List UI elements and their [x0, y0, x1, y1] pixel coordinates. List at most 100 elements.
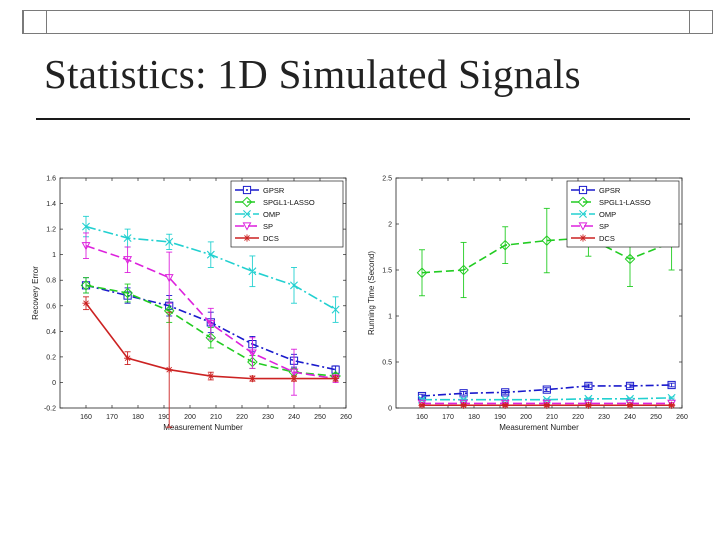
data-point [501, 401, 509, 409]
data-point [123, 256, 133, 265]
y-tick-label: 1 [388, 314, 392, 321]
top-right-square [688, 9, 713, 34]
data-point [248, 267, 257, 276]
y-axis-label: Recovery Error [31, 266, 40, 320]
legend-label: GPSR [599, 186, 621, 195]
data-point [81, 242, 91, 251]
title-underline [36, 118, 690, 120]
x-tick-label: 260 [676, 414, 688, 421]
legend-label: SP [263, 222, 273, 231]
recovery-error-chart-svg: 160 170 180 190 200 210 220 230 240 250 260 -0.2 0 0.… [31, 176, 352, 433]
data-point [205, 332, 217, 344]
legend-marker [242, 222, 252, 231]
series-dcs [82, 296, 340, 428]
legend-marker [241, 196, 253, 208]
y-tick-label: 0 [388, 406, 392, 413]
data-point [416, 267, 428, 279]
data-point [584, 394, 593, 403]
data-point [206, 250, 215, 259]
x-tick-label: 160 [80, 414, 92, 421]
series-dcs [418, 401, 676, 409]
data-point [624, 253, 636, 265]
data-point [207, 372, 215, 380]
legend-marker [243, 234, 251, 242]
x-tick-label: 250 [650, 414, 662, 421]
x-tick-label: 200 [184, 414, 196, 421]
y-tick-label: 1.6 [46, 176, 56, 183]
legend-marker [578, 222, 588, 231]
data-point [289, 368, 299, 377]
data-point [82, 299, 90, 307]
data-point [542, 385, 551, 394]
legend-marker [577, 196, 589, 208]
data-point [625, 381, 635, 391]
y-tick-label: 0.8 [46, 278, 56, 285]
legend-label: DCS [599, 234, 615, 243]
x-tick-label: 190 [158, 414, 170, 421]
top-decoration-bar [22, 9, 713, 34]
y-tick-label: 0.5 [382, 360, 392, 367]
y-tick-label: 0.2 [46, 354, 56, 361]
x-tick-label: 240 [624, 414, 636, 421]
data-point [290, 375, 298, 383]
data-point [290, 281, 298, 290]
data-point [165, 366, 173, 374]
data-point [626, 401, 634, 409]
y-axis-label: Running Time (Second) [367, 251, 376, 335]
x-tick-label: 220 [236, 414, 248, 421]
series-omp [82, 215, 340, 323]
x-tick-label: 180 [132, 414, 144, 421]
y-tick-label: 2.5 [382, 176, 392, 183]
running-time-chart-svg: 160 170 180 190 200 210 220 230 240 250 260 0 0.5 1 1.… [367, 176, 688, 433]
data-point [626, 394, 634, 403]
x-tick-label: 200 [520, 414, 532, 421]
data-point [418, 401, 426, 409]
y-tick-label: 1.4 [46, 201, 56, 208]
x-tick-label: 230 [598, 414, 610, 421]
x-tick-label: 260 [340, 414, 352, 421]
x-tick-label: 240 [288, 414, 300, 421]
legend: GPSR SPGL1-LASSO OMP SP DCS [566, 180, 680, 248]
data-point [584, 401, 592, 409]
x-tick-label: 230 [262, 414, 274, 421]
top-left-square [23, 9, 47, 34]
series-gpsr [417, 380, 676, 401]
x-tick-label: 220 [572, 414, 584, 421]
y-tick-label: 0.4 [46, 329, 56, 336]
data-point [123, 234, 132, 243]
data-point [332, 375, 340, 383]
legend-marker [579, 234, 587, 242]
data-point [499, 239, 511, 251]
data-point [458, 264, 469, 276]
legend-label: OMP [599, 210, 616, 219]
legend-marker [579, 210, 587, 218]
data-point [501, 388, 510, 397]
data-point [80, 280, 92, 291]
legend-marker [243, 210, 251, 218]
data-point [541, 235, 553, 246]
data-point [164, 274, 174, 283]
x-tick-label: 210 [210, 414, 222, 421]
legend-label: SP [599, 222, 609, 231]
data-point [165, 237, 174, 246]
slide-title: Statistics: 1D Simulated Signals [44, 51, 581, 97]
legend-marker [578, 185, 588, 195]
x-tick-label: 180 [468, 414, 480, 421]
legend-label: OMP [263, 210, 280, 219]
data-point [460, 401, 468, 409]
x-tick-label: 160 [416, 414, 428, 421]
y-tick-label: 1 [52, 252, 56, 259]
data-point [206, 320, 216, 329]
x-tick-label: 190 [494, 414, 506, 421]
data-point [331, 305, 340, 314]
data-point [584, 381, 593, 391]
legend-label: GPSR [263, 186, 285, 195]
data-point [82, 222, 90, 231]
data-point [122, 287, 133, 299]
y-tick-label: 0.6 [46, 303, 56, 310]
y-tick-label: 0 [52, 380, 56, 387]
legend-label: SPGL1-LASSO [263, 198, 315, 207]
y-tick-label: 1.2 [46, 227, 56, 234]
data-point [543, 401, 551, 409]
legend-box [230, 180, 344, 248]
